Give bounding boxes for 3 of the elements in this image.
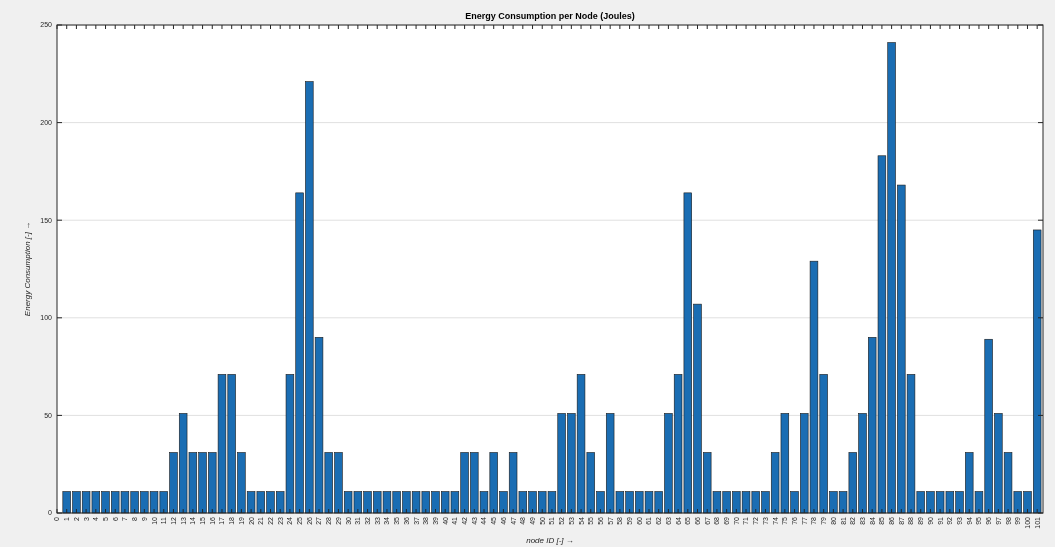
chart-title: Energy Consumption per Node (Joules)	[465, 11, 635, 21]
y-axis-title: Energy Consumption [-] →	[23, 221, 32, 317]
x-axis-title: node ID [-] →	[526, 536, 574, 545]
